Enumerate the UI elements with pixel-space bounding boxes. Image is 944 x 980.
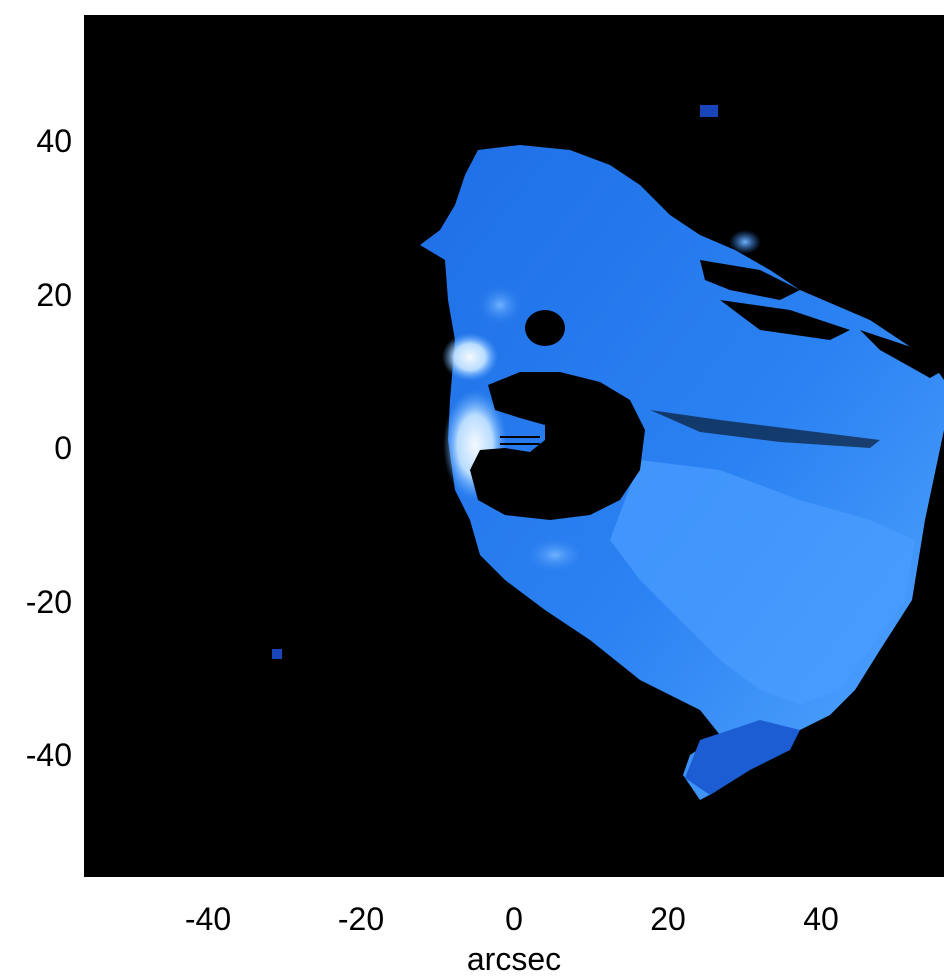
x-tick-label: 40 (803, 901, 839, 937)
dark-cavity-main (470, 372, 645, 520)
bright-lobe (610, 460, 915, 705)
x-axis: -40 -20 0 20 40 (185, 901, 839, 937)
bright-knot-5 (525, 537, 585, 573)
y-axis: 40 20 0 -20 -40 (26, 123, 72, 773)
faint-spot-left (272, 649, 282, 659)
y-tick-label: 20 (36, 277, 72, 313)
bright-knot-3 (478, 285, 522, 325)
y-tick-label: 0 (54, 430, 72, 466)
x-tick-label: -20 (338, 901, 384, 937)
intensity-map (272, 105, 944, 800)
dark-cavity-small (525, 310, 565, 346)
bright-knot-1 (442, 333, 498, 381)
dark-streaks (650, 260, 944, 448)
nebula-tail (685, 720, 800, 795)
y-tick-label: -20 (26, 584, 72, 620)
y-tick-label: 40 (36, 123, 72, 159)
x-tick-label: 0 (505, 901, 523, 937)
center-marker (500, 436, 540, 445)
x-tick-label: 20 (650, 901, 686, 937)
y-tick-label: -40 (26, 737, 72, 773)
x-axis-label: arcsec (467, 941, 561, 977)
x-tick-label: -40 (185, 901, 231, 937)
bright-knot-4 (729, 230, 761, 254)
faint-spot-top (700, 105, 718, 117)
